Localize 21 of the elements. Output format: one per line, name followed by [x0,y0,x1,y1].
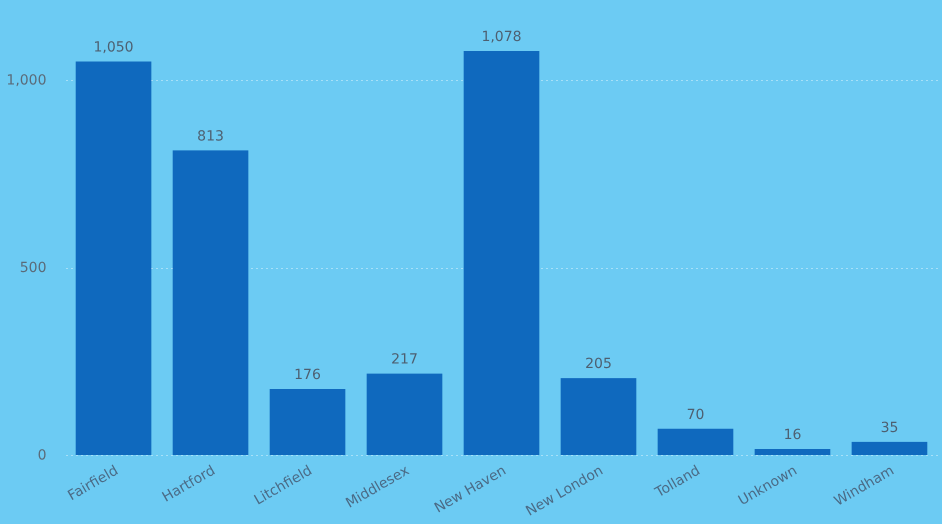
bar [560,378,636,455]
bar [76,61,152,455]
bar [754,449,830,455]
bar [852,442,928,455]
y-tick-label: 0 [38,448,46,464]
data-label: 176 [294,367,321,384]
bar [658,428,734,455]
data-label: 1,050 [93,39,134,56]
data-label: 1,078 [481,29,522,45]
data-label: 16 [784,427,802,444]
bar [172,150,248,455]
y-tick-label: 500 [20,260,46,276]
bar [366,374,442,455]
bar [270,389,346,455]
data-label: 35 [880,420,898,436]
data-label: 813 [197,128,224,144]
data-label: 217 [391,352,418,368]
bar [464,51,540,455]
y-tick-label: 1,000 [6,72,46,89]
data-label: 205 [585,356,612,372]
data-label: 70 [686,406,704,423]
